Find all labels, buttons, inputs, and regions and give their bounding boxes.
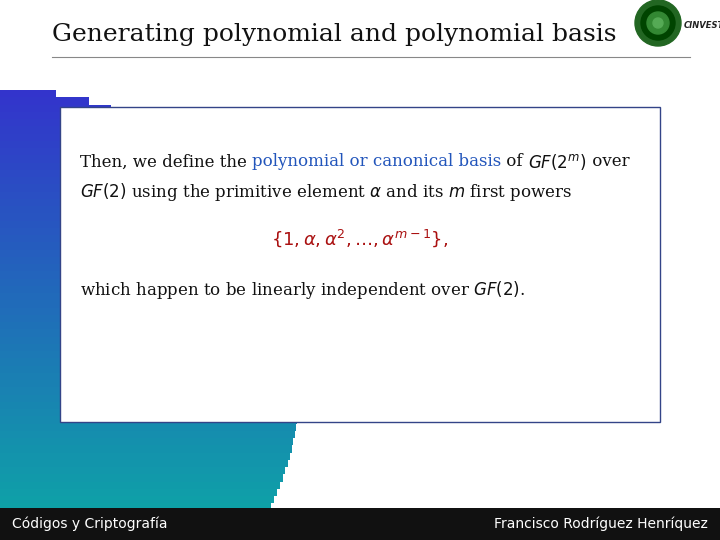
- Bar: [0, 141, 179, 148]
- Bar: [0, 315, 293, 322]
- Text: $\mathit{GF}(2^m)$: $\mathit{GF}(2^m)$: [528, 152, 587, 172]
- Bar: [0, 453, 290, 460]
- Text: Francisco Rodríguez Henríquez: Francisco Rodríguez Henríquez: [494, 517, 708, 531]
- Bar: [0, 112, 129, 119]
- Text: polynomial or canonical basis: polynomial or canonical basis: [252, 153, 501, 171]
- Circle shape: [653, 18, 663, 28]
- Bar: [0, 373, 300, 380]
- Bar: [0, 199, 239, 206]
- Bar: [0, 503, 271, 510]
- Bar: [0, 213, 250, 220]
- Bar: [0, 156, 197, 163]
- Bar: [0, 148, 189, 156]
- Text: over: over: [587, 153, 629, 171]
- Bar: [0, 431, 295, 438]
- Bar: [0, 489, 277, 496]
- Bar: [0, 482, 280, 489]
- Bar: [0, 525, 259, 532]
- Bar: [0, 249, 271, 256]
- Bar: [0, 351, 299, 358]
- Bar: [0, 380, 300, 387]
- Bar: [0, 177, 220, 184]
- Bar: [0, 163, 206, 170]
- Bar: [0, 133, 168, 141]
- FancyBboxPatch shape: [60, 107, 660, 422]
- Bar: [0, 170, 214, 177]
- Text: which happen to be linearly independent over $\mathit{GF}(2)$.: which happen to be linearly independent …: [80, 279, 525, 301]
- Bar: [0, 329, 296, 336]
- Text: Then, we define the: Then, we define the: [80, 153, 252, 171]
- Bar: [0, 293, 288, 300]
- Bar: [0, 366, 300, 373]
- Bar: [0, 446, 292, 453]
- Bar: [0, 336, 297, 344]
- Bar: [0, 496, 274, 503]
- Bar: [0, 90, 55, 97]
- Bar: [0, 256, 274, 264]
- Bar: [0, 322, 295, 329]
- Bar: [0, 220, 255, 228]
- Bar: [0, 271, 280, 279]
- Bar: [0, 344, 298, 351]
- Bar: [0, 474, 283, 482]
- Text: $\mathit{GF}(2)$ using the primitive element $\alpha$ and its $m$ first powers: $\mathit{GF}(2)$ using the primitive ele…: [80, 181, 572, 203]
- Circle shape: [647, 12, 669, 34]
- Text: CINVESTAV: CINVESTAV: [684, 21, 720, 30]
- Circle shape: [635, 0, 681, 46]
- Bar: [0, 235, 264, 242]
- Text: $\{1, \alpha, \alpha^2, \ldots, \alpha^{m-1}\},$: $\{1, \alpha, \alpha^2, \ldots, \alpha^{…: [271, 227, 449, 249]
- Text: of: of: [501, 153, 528, 171]
- Bar: [0, 119, 143, 126]
- Bar: [0, 438, 293, 446]
- Bar: [0, 532, 255, 539]
- Bar: [0, 423, 296, 431]
- Bar: [0, 300, 290, 307]
- Bar: [0, 510, 267, 518]
- Bar: [0, 264, 277, 271]
- Bar: [0, 508, 720, 540]
- Bar: [0, 518, 264, 525]
- Bar: [0, 358, 300, 366]
- Bar: [0, 97, 89, 105]
- Bar: [0, 395, 300, 402]
- Bar: [0, 105, 111, 112]
- Bar: [0, 192, 233, 199]
- Bar: [0, 460, 288, 467]
- Bar: [0, 126, 157, 133]
- Bar: [0, 242, 267, 249]
- Bar: [0, 402, 299, 409]
- Bar: [0, 307, 292, 315]
- Bar: [0, 184, 228, 192]
- Bar: [0, 279, 283, 286]
- Text: Generating polynomial and polynomial basis: Generating polynomial and polynomial bas…: [52, 24, 616, 46]
- Bar: [0, 467, 285, 474]
- Bar: [0, 416, 297, 423]
- Bar: [0, 228, 259, 235]
- Circle shape: [641, 6, 675, 40]
- Bar: [0, 286, 285, 293]
- Bar: [0, 409, 298, 416]
- Bar: [0, 206, 245, 213]
- Bar: [0, 387, 300, 395]
- Text: Códigos y Criptografía: Códigos y Criptografía: [12, 517, 168, 531]
